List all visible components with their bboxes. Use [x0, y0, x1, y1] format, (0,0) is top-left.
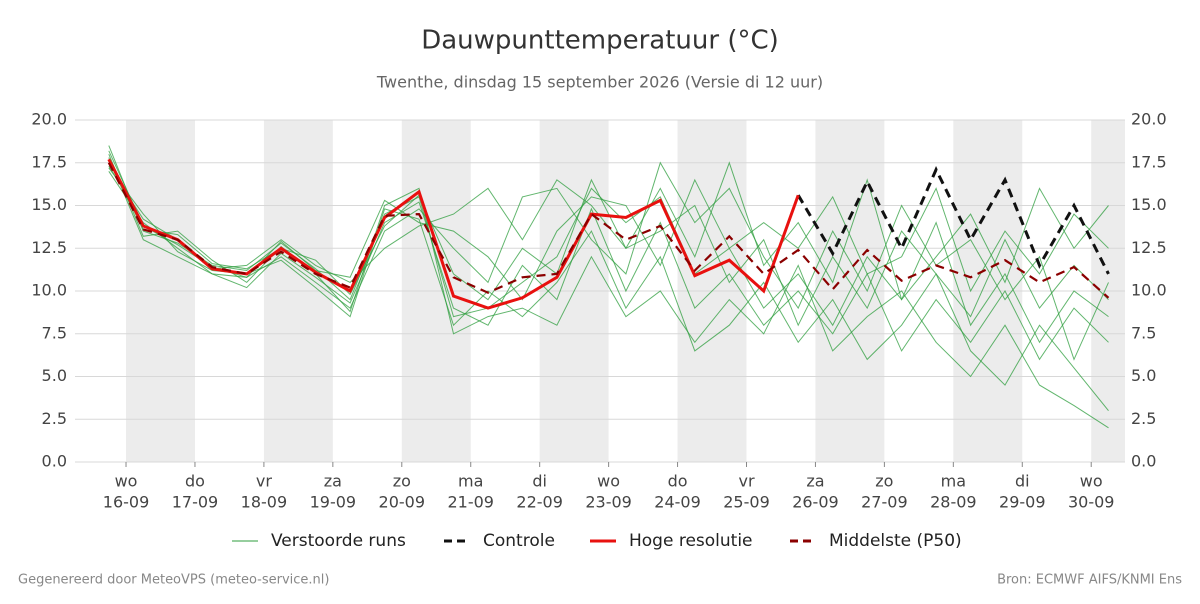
x-tick-date: 29-09 — [999, 493, 1046, 512]
member-line — [108, 157, 1109, 361]
x-tick-date: 18-09 — [241, 493, 288, 512]
x-tick-label: za — [324, 472, 342, 491]
x-tick-date: 21-09 — [447, 493, 494, 512]
series-line — [796, 166, 1110, 275]
x-tick-label: ma — [458, 472, 483, 491]
y2-tick-label: 2.5 — [1131, 409, 1156, 428]
y-tick-label: 5.0 — [42, 366, 67, 385]
y2-tick-label: 12.5 — [1131, 238, 1167, 257]
x-tick-label: wo — [597, 472, 620, 491]
y-tick-label: 2.5 — [42, 409, 67, 428]
y-tick-label: 15.0 — [31, 195, 67, 214]
x-tick-label: zo — [393, 472, 411, 491]
y-tick-label: 10.0 — [31, 281, 67, 300]
y2-tick-label: 17.5 — [1131, 152, 1167, 171]
footer-right: Bron: ECMWF AIFS/KNMI Ens — [997, 573, 1182, 588]
x-tick-date: 22-09 — [516, 493, 563, 512]
x-tick-date: 30-09 — [1068, 493, 1115, 512]
y2-tick-label: 5.0 — [1131, 366, 1156, 385]
x-tick-label: di — [532, 472, 547, 491]
x-tick-date: 17-09 — [172, 493, 219, 512]
member-line — [108, 161, 1109, 361]
series-line — [107, 162, 1110, 299]
y-tick-label: 20.0 — [31, 110, 67, 129]
x-tick-date: 23-09 — [585, 493, 632, 512]
y-tick-label: 0.0 — [42, 452, 67, 471]
x-tick-date: 27-09 — [861, 493, 908, 512]
x-tick-date: 20-09 — [379, 493, 426, 512]
legend-label: Hoge resolutie — [629, 531, 753, 551]
y2-tick-label: 0.0 — [1131, 452, 1156, 471]
x-tick-label: do — [668, 472, 688, 491]
x-tick-date: 19-09 — [310, 493, 357, 512]
x-tick-label: wo — [115, 472, 138, 491]
y2-tick-label: 15.0 — [1131, 195, 1167, 214]
footer-left: Gegenereerd door MeteoVPS (meteo-service… — [18, 573, 329, 588]
series-line — [107, 158, 800, 310]
x-tick-date: 16-09 — [103, 493, 150, 512]
x-tick-label: ma — [941, 472, 966, 491]
x-tick-label: wo — [1080, 472, 1103, 491]
x-tick-label: zo — [875, 472, 893, 491]
legend-label: Controle — [483, 531, 555, 551]
x-tick-date: 26-09 — [792, 493, 839, 512]
x-tick-label: vr — [256, 472, 272, 491]
x-tick-label: vr — [738, 472, 754, 491]
x-tick-date: 25-09 — [723, 493, 770, 512]
y2-tick-label: 7.5 — [1131, 323, 1156, 342]
y-tick-label: 7.5 — [42, 323, 67, 342]
y-tick-label: 17.5 — [31, 152, 67, 171]
x-tick-label: za — [806, 472, 824, 491]
legend-label: Verstoorde runs — [271, 531, 406, 551]
x-tick-date: 28-09 — [930, 493, 977, 512]
y-tick-label: 12.5 — [31, 238, 67, 257]
chart-title: Dauwpunttemperatuur (°C) — [421, 26, 779, 56]
y2-tick-label: 10.0 — [1131, 281, 1167, 300]
member-line — [108, 150, 1109, 301]
x-tick-label: di — [1015, 472, 1030, 491]
legend-label: Middelste (P50) — [829, 531, 962, 551]
y2-tick-label: 20.0 — [1131, 110, 1167, 129]
chart-subtitle: Twenthe, dinsdag 15 september 2026 (Vers… — [376, 73, 823, 92]
x-tick-date: 24-09 — [654, 493, 701, 512]
member-line — [108, 167, 1109, 412]
x-tick-label: do — [185, 472, 205, 491]
